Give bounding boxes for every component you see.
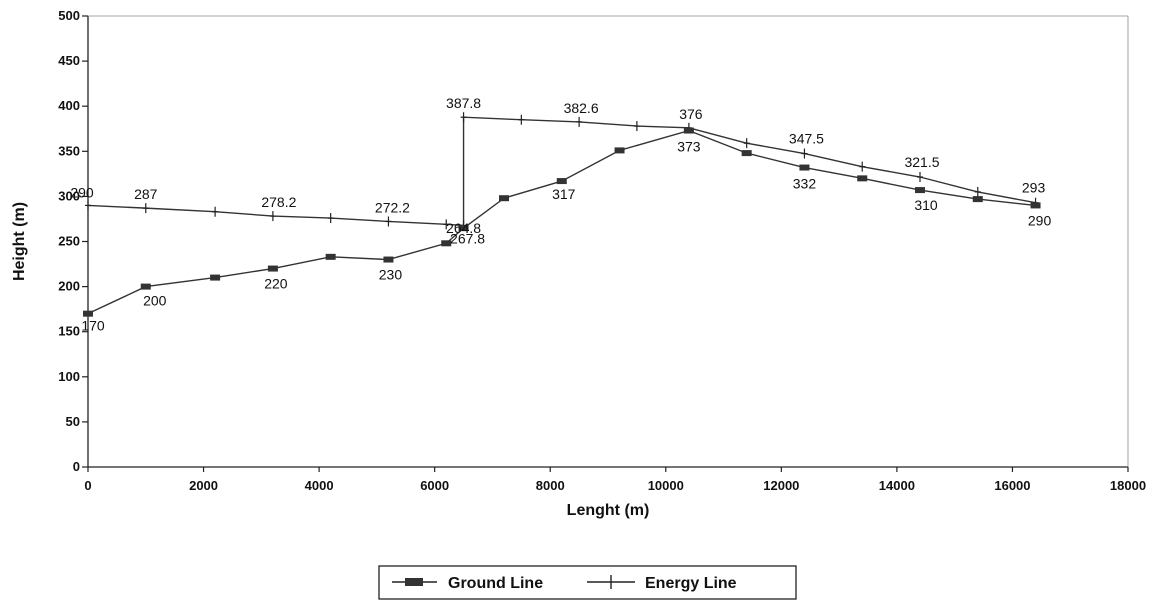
y-axis-title: Height (m): [11, 202, 28, 281]
energy-data-label: 387.8: [446, 95, 481, 111]
x-tick-label: 16000: [994, 478, 1030, 493]
energy-point: [269, 211, 276, 222]
ground-point: [614, 147, 625, 154]
x-tick-label: 10000: [648, 478, 684, 493]
x-tick-label: 12000: [763, 478, 799, 493]
legend-energy-label: Energy Line: [645, 575, 737, 592]
energy-point: [917, 172, 923, 183]
ground-data-label: 317: [552, 186, 576, 202]
y-tick-label: 0: [73, 459, 80, 474]
ground-point: [325, 253, 336, 260]
ground-point: [683, 127, 694, 134]
energy-line: [87, 116, 1036, 227]
energy-point: [385, 216, 392, 227]
energy-point: [443, 219, 450, 230]
ground-data-label: 200: [143, 293, 167, 309]
x-tick-label: 0: [84, 478, 91, 493]
ground-point: [915, 187, 925, 194]
ground-data-label: 332: [793, 176, 817, 192]
x-tick-label: 8000: [536, 478, 565, 493]
y-tick-label: 400: [58, 98, 80, 113]
energy-data-label: 382.6: [564, 100, 599, 116]
ground-data-label: 290: [1028, 212, 1052, 228]
y-tick-label: 50: [66, 414, 80, 429]
energy-point: [974, 186, 981, 197]
x-tick-label: 2000: [189, 478, 218, 493]
x-axis-title: Lenght (m): [567, 502, 650, 519]
energy-data-label: 272.2: [375, 199, 410, 215]
energy-data-label: 321.5: [904, 154, 939, 170]
ground-point: [741, 150, 752, 157]
legend-ground-label: Ground Line: [448, 575, 543, 592]
y-tick-label: 300: [58, 188, 80, 203]
energy-point: [142, 203, 149, 214]
y-tick-label: 500: [58, 8, 80, 23]
ground-data-label: 373: [677, 139, 701, 155]
energy-point: [212, 206, 219, 217]
x-tick-label: 18000: [1110, 478, 1146, 493]
y-tick-label: 450: [58, 53, 80, 68]
ground-point: [556, 178, 567, 185]
ground-point: [83, 310, 93, 317]
ground-point: [441, 240, 452, 247]
y-tick-label: 350: [58, 143, 80, 158]
legend-box: [378, 565, 797, 600]
ground-point: [267, 265, 278, 272]
ground-point: [383, 256, 394, 263]
energy-point: [85, 200, 91, 211]
ground-point: [857, 175, 868, 182]
x-tick-label: 4000: [305, 478, 334, 493]
x-tick-label: 14000: [879, 478, 915, 493]
y-tick-label: 200: [58, 279, 80, 294]
energy-data-label: 287: [134, 186, 158, 202]
chart-ticks: 0 50 100 150 200 250 300 350 400 450 500 0 2000 4000 6…: [58, 8, 1146, 493]
energy-point: [327, 213, 334, 224]
legend-ground-marker: [405, 578, 423, 586]
ground-point: [972, 196, 983, 203]
energy-point: [743, 138, 750, 149]
ground-data-label: 220: [264, 276, 288, 292]
ground-point: [799, 164, 810, 171]
legend-item-energy: Energy Line: [587, 575, 737, 592]
ground-point: [458, 225, 469, 232]
plot-area: 170 200 220 230 264.8 317 373 332 310 290 290 287 27…: [70, 95, 1051, 333]
ground-data-label: 310: [914, 197, 938, 213]
ground-data-label: 170: [81, 318, 105, 334]
energy-data-label: 293: [1022, 180, 1046, 196]
ground-point: [210, 274, 221, 281]
legend: Ground Line Energy Line: [378, 565, 797, 600]
energy-point: [859, 161, 866, 172]
ground-data-label: 230: [379, 267, 403, 283]
energy-data-label: 278.2: [261, 194, 296, 210]
energy-data-label: 290: [70, 184, 94, 200]
energy-data-label: 267.8: [450, 230, 485, 246]
energy-point: [576, 116, 583, 127]
y-tick-label: 250: [58, 234, 80, 249]
energy-point: [801, 148, 808, 159]
chart-axes: [87, 15, 1129, 468]
energy-data-label: 347.5: [789, 131, 824, 147]
ground-point: [499, 195, 509, 202]
energy-data-label: 376: [679, 106, 703, 122]
ground-point: [140, 283, 151, 290]
legend-item-ground: Ground Line: [392, 575, 543, 592]
energy-point: [633, 121, 640, 132]
energy-point: [460, 112, 467, 123]
x-tick-label: 6000: [420, 478, 449, 493]
energy-point: [518, 114, 525, 125]
ground-point: [1030, 202, 1041, 209]
ground-line: [87, 129, 1036, 315]
ground-data-label: 264.8: [446, 220, 481, 236]
y-tick-label: 150: [58, 324, 80, 339]
y-tick-label: 100: [58, 369, 80, 384]
